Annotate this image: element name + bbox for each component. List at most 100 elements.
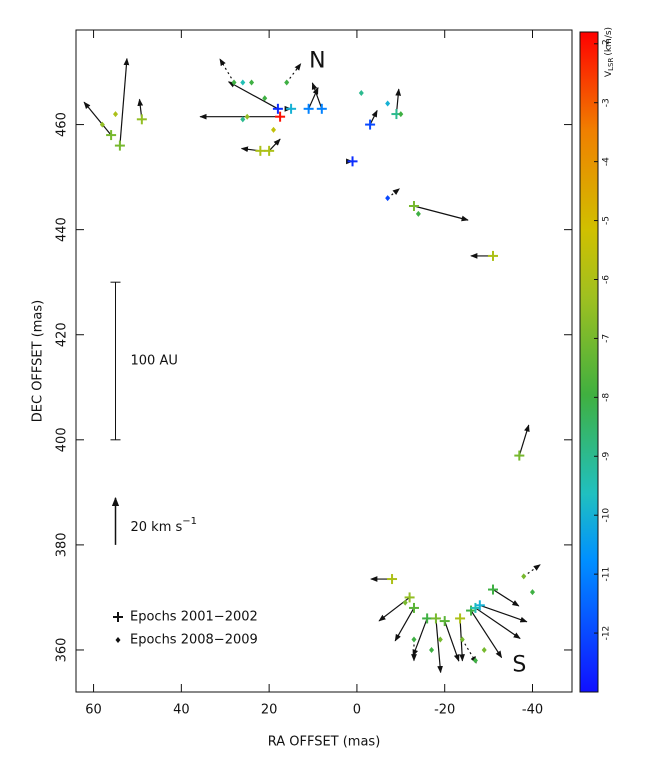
diamond: [415, 210, 421, 217]
colorbar-tick-label: -7: [602, 334, 612, 343]
diamond-marker: [271, 126, 277, 133]
plus-marker: [113, 612, 123, 622]
diamond-marker: [437, 636, 443, 643]
diamond-marker: [481, 646, 487, 653]
diamond: [284, 79, 290, 86]
plus-marker: [422, 613, 433, 624]
diamond-marker: [115, 637, 121, 643]
plus-marker: [487, 584, 498, 595]
x-tick-label: 20: [261, 703, 278, 718]
plus-marker: [316, 103, 327, 114]
motion-vector: [523, 564, 541, 577]
diamond-marker: [240, 116, 246, 123]
y-axis-label: DEC OFFSET (mas): [31, 300, 46, 422]
diamond: [240, 79, 246, 86]
diamond-marker: [385, 100, 391, 107]
plus-marker: [106, 130, 117, 141]
diamond: [113, 111, 119, 118]
diamond-marker: [521, 573, 527, 580]
diamond: [472, 657, 478, 664]
motion-vector: [369, 109, 378, 125]
velocity-scale-label-sup: −1: [182, 516, 197, 527]
diamond-marker: [385, 195, 391, 202]
colorbar-tick-label: -3: [602, 98, 612, 107]
diamond-marker: [459, 636, 465, 643]
colorbar-label: VLSR (km/s): [604, 27, 616, 77]
motion-vector: [435, 618, 443, 674]
motion-vector: [83, 101, 112, 136]
velocity-scale-label-main: 20 km s: [131, 519, 183, 534]
diamond: [385, 195, 391, 202]
legend-label: Epochs 2008−2009: [130, 633, 258, 648]
diamond: [262, 95, 268, 102]
colorbar-tick-label: -2: [602, 39, 612, 48]
plus-marker: [264, 145, 275, 156]
diamond-marker: [358, 90, 364, 97]
motion-vector: [119, 57, 130, 146]
motion-vector: [286, 63, 302, 83]
motion-vector: [475, 607, 521, 639]
y-tick-label: 400: [55, 427, 70, 452]
x-axis-label: RA OFFSET (mas): [268, 735, 381, 750]
colorbar-tick-label: -9: [602, 452, 612, 461]
diamond: [481, 646, 487, 653]
plus-marker: [455, 613, 466, 624]
motion-vector: [479, 604, 528, 623]
x-tick-label: 40: [173, 703, 190, 718]
plus-marker: [430, 613, 441, 624]
diamond-marker: [99, 121, 105, 128]
scale-bar-label: 100 AU: [131, 354, 178, 369]
motion-vector: [387, 188, 400, 199]
y-tick-label: 380: [55, 532, 70, 557]
diamond: [115, 637, 121, 643]
motion-vector: [444, 620, 460, 662]
y-tick-label: 360: [55, 638, 70, 663]
diamond-marker: [249, 79, 255, 86]
diamond: [402, 599, 408, 606]
legend-label: Epochs 2001−2002: [130, 610, 258, 625]
motion-vector: [227, 81, 279, 110]
motion-vector: [492, 589, 520, 607]
diamond: [459, 636, 465, 643]
plus-marker: [439, 616, 450, 627]
diamond-marker: [402, 599, 408, 606]
diamond: [429, 646, 435, 653]
diamond-marker: [411, 636, 417, 643]
diamond-marker: [284, 79, 290, 86]
diamond: [398, 111, 404, 118]
motion-vector: [412, 618, 428, 657]
diamond-marker: [262, 95, 268, 102]
colorbar-tick-label: -5: [602, 216, 612, 225]
x-tick-label: 60: [85, 703, 102, 718]
diamond: [529, 589, 535, 596]
plus-marker: [286, 103, 297, 114]
diamond-marker: [415, 210, 421, 217]
diamond-marker: [231, 79, 237, 86]
diamond: [244, 113, 250, 120]
motion-vector: [470, 610, 503, 659]
diamond-marker: [240, 79, 246, 86]
plus-marker: [272, 103, 283, 114]
diamond-marker: [113, 111, 119, 118]
x-tick-label: 0: [353, 703, 361, 718]
motion-vector: [268, 138, 281, 152]
plus-marker: [114, 140, 125, 151]
y-tick-label: 420: [55, 322, 70, 347]
plus-marker: [408, 201, 419, 212]
y-tick-label: 460: [55, 112, 70, 137]
diamond: [271, 126, 277, 133]
motion-vector: [413, 205, 469, 222]
annotation: S: [512, 653, 526, 678]
velocity-scale-label: 20 km s−1: [131, 516, 198, 535]
plus-marker: [365, 119, 376, 130]
diamond: [521, 573, 527, 580]
diamond: [240, 116, 246, 123]
plus-marker: [387, 574, 398, 585]
plus-marker: [474, 600, 485, 611]
colorbar: [579, 31, 599, 693]
diamond-marker: [398, 111, 404, 118]
plus-marker: [275, 111, 286, 122]
diamond-marker: [429, 646, 435, 653]
plus-marker: [408, 602, 419, 613]
plus-marker: [514, 450, 525, 461]
